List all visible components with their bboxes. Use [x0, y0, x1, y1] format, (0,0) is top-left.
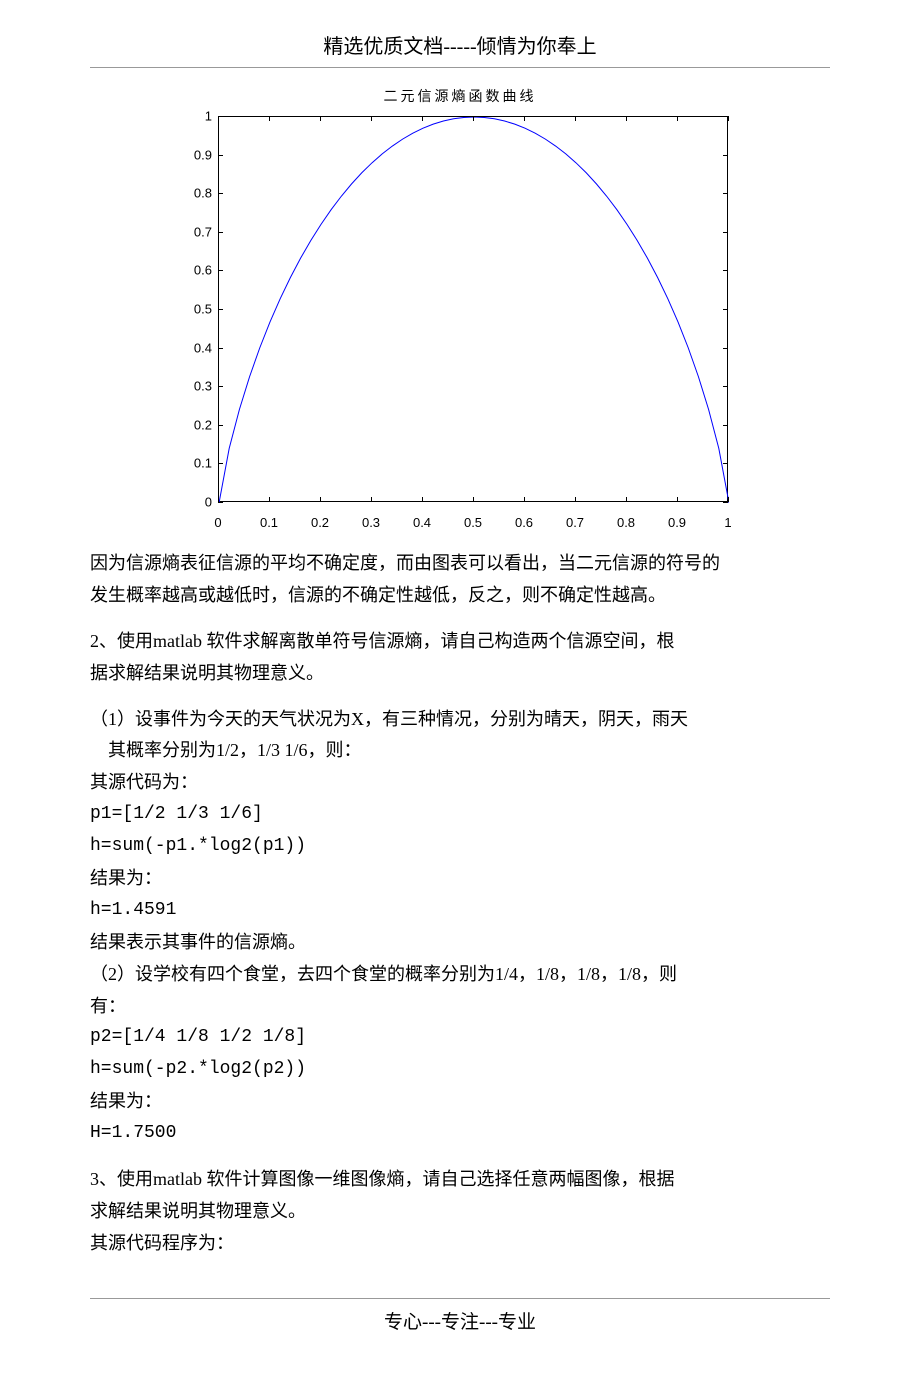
x-tick-label: 0.4	[413, 515, 431, 530]
x-tick-label: 1	[724, 515, 731, 530]
x-tick-label: 0.6	[515, 515, 533, 530]
plot-area	[218, 116, 728, 502]
result1-desc: 结果表示其事件的信源熵。	[90, 929, 830, 957]
x-tick-label: 0.8	[617, 515, 635, 530]
para1-line2: 发生概率越高或越低时，信源的不确定性越低，反之，则不确定性越高。	[90, 582, 830, 610]
y-tick-label: 0.2	[180, 417, 212, 432]
y-tick-label: 0.6	[180, 263, 212, 278]
code1-line1: p1=[1/2 1/3 1/6]	[90, 801, 830, 829]
x-tick-label: 0.1	[260, 515, 278, 530]
y-tick-label: 0.1	[180, 456, 212, 471]
q1-line1: （1）设事件为今天的天气状况为X，有三种情况，分别为晴天，阴天，雨天	[90, 706, 830, 734]
y-tick-label: 0.8	[180, 186, 212, 201]
para1-line1: 因为信源熵表征信源的平均不确定度，而由图表可以看出，当二元信源的符号的	[90, 550, 830, 578]
x-tick-label: 0.9	[668, 515, 686, 530]
chart-title: 二元信源熵函数曲线	[180, 86, 740, 106]
code2-line2: h=sum(-p2.*log2(p2))	[90, 1056, 830, 1084]
x-tick-label: 0.2	[311, 515, 329, 530]
x-tick-label: 0.3	[362, 515, 380, 530]
x-tick-label: 0.5	[464, 515, 482, 530]
x-tick-label: 0.7	[566, 515, 584, 530]
body-text: 因为信源熵表征信源的平均不确定度，而由图表可以看出，当二元信源的符号的 发生概率…	[90, 550, 830, 1258]
entropy-chart: 二元信源熵函数曲线 00.10.20.30.40.50.60.70.80.910…	[180, 86, 740, 530]
para2-line2: 据求解结果说明其物理意义。	[90, 660, 830, 688]
page-footer: 专心---专注---专业	[90, 1298, 830, 1334]
chart-box: 0 0.1 0.2 0.3 0.4 0.5 0.6 0.7 0.8 0.9 1 0 0.1 0.2 0.3 0…	[180, 110, 740, 530]
code2-line1: p2=[1/4 1/8 1/2 1/8]	[90, 1024, 830, 1052]
para2-line1: 2、使用matlab 软件求解离散单符号信源熵，请自己构造两个信源空间，根	[90, 628, 830, 656]
result2: H=1.7500	[90, 1120, 830, 1148]
para3-line1: 3、使用matlab 软件计算图像一维图像熵，请自己选择任意两幅图像，根据	[90, 1166, 830, 1194]
source-code-label-1: 其源代码为：	[90, 769, 830, 797]
result1: h=1.4591	[90, 897, 830, 925]
source-code-label-2: 其源代码程序为：	[90, 1230, 830, 1258]
y-tick-label: 0.9	[180, 147, 212, 162]
result-label-1: 结果为：	[90, 865, 830, 893]
y-tick-label: 0	[180, 495, 212, 510]
para3-line2: 求解结果说明其物理意义。	[90, 1198, 830, 1226]
y-tick-label: 0.5	[180, 302, 212, 317]
q2-line2: 有：	[90, 993, 830, 1021]
page-container: 精选优质文档-----倾情为你奉上 二元信源熵函数曲线 0 0.1 0.2 0.3 0.…	[0, 0, 920, 1374]
q1-line2: 其概率分别为1/2，1/3 1/6，则：	[90, 737, 830, 765]
y-tick-label: 0.3	[180, 379, 212, 394]
y-tick-label: 1	[180, 109, 212, 124]
q2-line1: （2）设学校有四个食堂，去四个食堂的概率分别为1/4，1/8，1/8，1/8，则	[90, 961, 830, 989]
y-tick-label: 0.4	[180, 340, 212, 355]
x-tick-label: 0	[214, 515, 221, 530]
entropy-curve-line	[219, 117, 729, 503]
y-tick-label: 0.7	[180, 224, 212, 239]
code1-line2: h=sum(-p1.*log2(p1))	[90, 833, 830, 861]
result-label-2: 结果为：	[90, 1088, 830, 1116]
page-header: 精选优质文档-----倾情为你奉上	[90, 30, 830, 68]
